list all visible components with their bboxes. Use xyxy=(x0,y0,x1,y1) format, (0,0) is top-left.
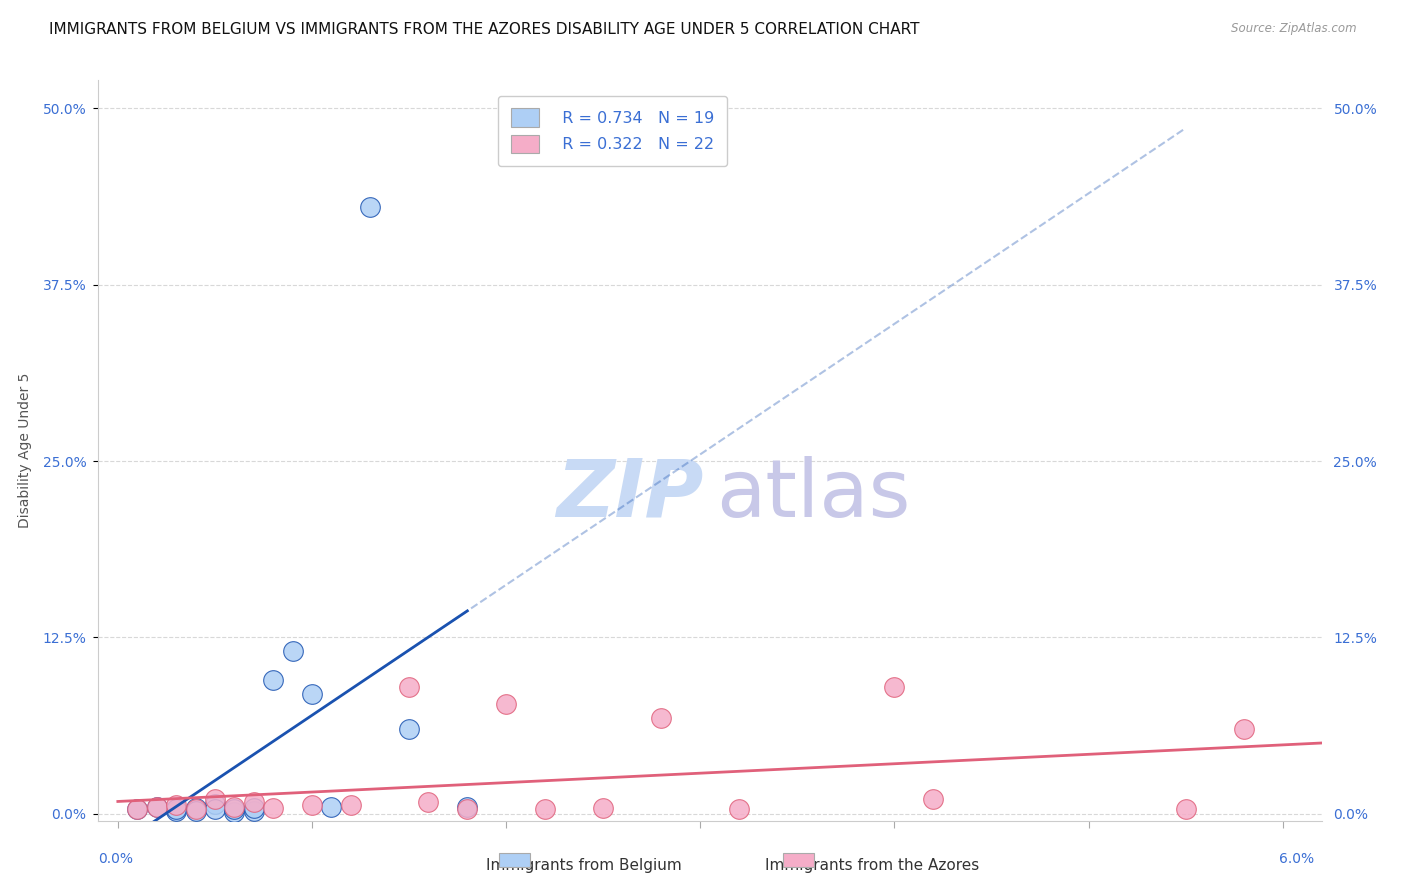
Point xyxy=(242,801,264,815)
Point xyxy=(224,805,246,820)
Point xyxy=(340,798,363,813)
Point xyxy=(922,792,945,806)
Point xyxy=(262,801,284,815)
Point xyxy=(1174,802,1197,816)
Point xyxy=(204,792,226,806)
Text: 6.0%: 6.0% xyxy=(1279,852,1315,866)
Point xyxy=(301,687,323,701)
Point xyxy=(262,673,284,687)
Text: ZIP: ZIP xyxy=(557,456,704,534)
Point xyxy=(534,802,557,816)
Point xyxy=(145,799,167,814)
Text: Immigrants from the Azores: Immigrants from the Azores xyxy=(765,858,979,873)
Point xyxy=(495,697,517,711)
Point xyxy=(165,802,187,816)
Text: Immigrants from Belgium: Immigrants from Belgium xyxy=(485,858,682,873)
Point xyxy=(456,802,478,816)
Point xyxy=(359,200,381,214)
Point xyxy=(728,802,751,816)
Legend:   R = 0.734   N = 19,   R = 0.322   N = 22: R = 0.734 N = 19, R = 0.322 N = 22 xyxy=(498,95,727,166)
Point xyxy=(1233,722,1256,736)
Point xyxy=(184,801,207,815)
Point xyxy=(242,804,264,818)
Y-axis label: Disability Age Under 5: Disability Age Under 5 xyxy=(18,373,31,528)
Point xyxy=(592,801,614,815)
Point xyxy=(184,804,207,818)
Point xyxy=(418,795,440,809)
Text: 0.0%: 0.0% xyxy=(98,852,134,866)
Point xyxy=(184,802,207,816)
Text: atlas: atlas xyxy=(716,456,911,534)
Point xyxy=(281,644,304,658)
Point xyxy=(456,799,478,814)
Point xyxy=(321,799,343,814)
Point xyxy=(301,798,323,813)
Point xyxy=(242,795,264,809)
Point xyxy=(145,799,167,814)
Point xyxy=(224,802,246,816)
Point xyxy=(204,797,226,811)
Point xyxy=(883,680,905,694)
Point xyxy=(398,680,420,694)
Text: Source: ZipAtlas.com: Source: ZipAtlas.com xyxy=(1232,22,1357,36)
Point xyxy=(398,722,420,736)
Point xyxy=(165,798,187,813)
Point xyxy=(204,802,226,816)
Text: IMMIGRANTS FROM BELGIUM VS IMMIGRANTS FROM THE AZORES DISABILITY AGE UNDER 5 COR: IMMIGRANTS FROM BELGIUM VS IMMIGRANTS FR… xyxy=(49,22,920,37)
Point xyxy=(127,802,149,816)
Point xyxy=(224,799,246,814)
Point xyxy=(127,802,149,816)
Point xyxy=(650,711,672,725)
Point xyxy=(165,804,187,818)
